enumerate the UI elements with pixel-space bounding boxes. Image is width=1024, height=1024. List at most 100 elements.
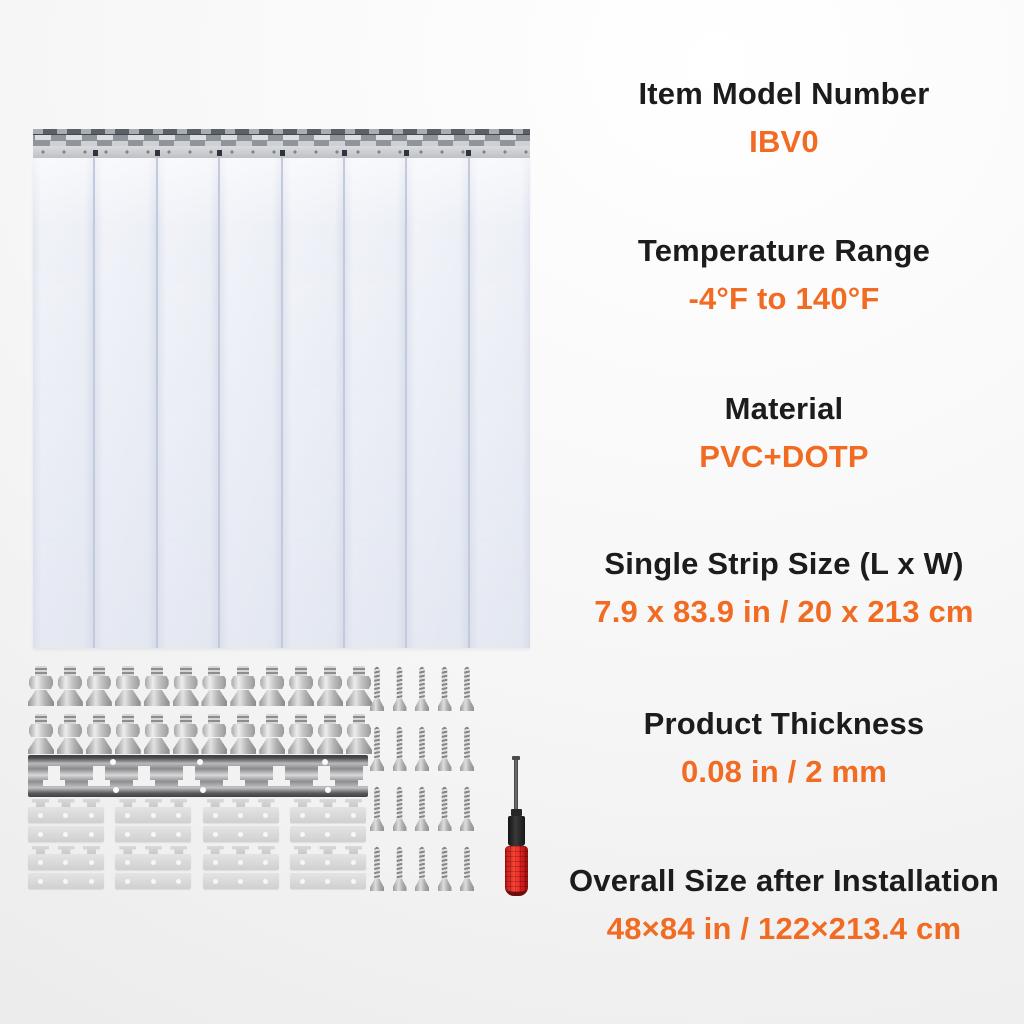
spec-value: PVC+DOTP bbox=[699, 439, 869, 474]
rail-hole bbox=[197, 759, 203, 765]
plate-hole bbox=[176, 812, 182, 818]
bolt-head bbox=[259, 738, 286, 754]
bolt-nut bbox=[173, 724, 198, 737]
bolt bbox=[28, 714, 54, 755]
spec-value: 0.08 in / 2 mm bbox=[680, 754, 888, 789]
plate-tab bbox=[57, 846, 75, 854]
screw bbox=[415, 726, 429, 772]
screw-head bbox=[415, 759, 429, 771]
screw-head bbox=[437, 879, 452, 891]
bolt-head bbox=[56, 690, 83, 706]
bolt-thread bbox=[208, 666, 221, 677]
bolt-nut bbox=[346, 676, 371, 689]
screw-head bbox=[460, 759, 474, 771]
screw bbox=[370, 786, 384, 832]
strip-clip bbox=[280, 150, 285, 156]
mounting-plate-group bbox=[115, 799, 192, 842]
bolt-head bbox=[345, 690, 372, 706]
screw-head bbox=[415, 879, 429, 891]
screw bbox=[370, 726, 384, 772]
bolt-head bbox=[201, 738, 228, 754]
plate-tab bbox=[319, 799, 337, 807]
spec-label: Overall Size after Installation bbox=[568, 863, 999, 898]
plate-row bbox=[28, 799, 366, 842]
mounting-plate bbox=[289, 826, 366, 842]
plate-hole bbox=[325, 831, 331, 837]
bolt-row bbox=[28, 714, 372, 755]
strip-clip bbox=[155, 150, 160, 156]
bolt-nut bbox=[260, 724, 285, 737]
curtain-strip bbox=[95, 158, 156, 648]
plates-grid bbox=[28, 799, 366, 889]
screw-shank bbox=[396, 666, 403, 700]
screw-shank bbox=[374, 666, 380, 700]
bolt bbox=[143, 666, 170, 707]
screw-shank bbox=[441, 786, 448, 820]
bolt-nut bbox=[86, 724, 111, 737]
screw-head bbox=[437, 759, 452, 771]
curtain-strip bbox=[157, 158, 219, 648]
bolt-thread bbox=[324, 714, 337, 725]
mounting-plate bbox=[202, 807, 279, 823]
mounting-plate-group bbox=[202, 799, 279, 842]
plate-hole bbox=[88, 812, 94, 818]
screw-shank bbox=[441, 726, 448, 760]
plate-hole bbox=[263, 831, 269, 837]
plate-hole bbox=[350, 878, 356, 884]
curtain-strip bbox=[33, 158, 94, 648]
screw bbox=[392, 786, 407, 832]
bolt-nut bbox=[318, 724, 343, 737]
plate-tab bbox=[119, 799, 137, 807]
bolt bbox=[172, 714, 199, 755]
bolt-thread bbox=[352, 714, 365, 725]
bolt bbox=[288, 714, 315, 755]
curtain-strip bbox=[344, 158, 406, 648]
bolts-grid bbox=[28, 666, 372, 755]
bolt-nut bbox=[144, 724, 169, 737]
bolt-head bbox=[114, 690, 141, 706]
bolt bbox=[259, 666, 286, 707]
bolt-head bbox=[288, 738, 315, 754]
rail-hole bbox=[110, 759, 116, 765]
bolt-thread bbox=[121, 714, 134, 725]
plate-hole bbox=[300, 812, 306, 818]
screw bbox=[460, 786, 474, 832]
rail-hole bbox=[322, 759, 328, 765]
plate-tab bbox=[83, 799, 100, 807]
screw-head bbox=[370, 699, 384, 711]
bolt-head bbox=[288, 690, 315, 706]
bolt bbox=[143, 714, 170, 755]
bolt-head bbox=[317, 738, 344, 754]
rail-hole bbox=[200, 787, 206, 793]
bolt-head bbox=[85, 738, 112, 754]
screw-shank bbox=[396, 726, 403, 760]
strip-clip bbox=[217, 150, 222, 156]
screws-grid bbox=[370, 666, 474, 892]
screw bbox=[437, 726, 452, 772]
rail-slot bbox=[43, 766, 65, 786]
screw-head bbox=[392, 879, 407, 891]
plate-tab bbox=[293, 799, 311, 807]
mounting-plate-group bbox=[28, 846, 104, 889]
screw-head bbox=[460, 819, 474, 831]
screw-head bbox=[415, 819, 429, 831]
screw-head bbox=[415, 699, 429, 711]
mounting-rail bbox=[28, 755, 368, 797]
bolt-head bbox=[201, 690, 228, 706]
screwdriver-handle bbox=[504, 846, 528, 896]
spec-value: -4°F to 140°F bbox=[688, 281, 880, 316]
screwdriver-neck bbox=[510, 809, 522, 816]
plate-hole bbox=[212, 878, 218, 884]
bolt-head bbox=[172, 738, 199, 754]
specs-panel: Item Model Number IBV0 Temperature Range… bbox=[545, 0, 1023, 1024]
plate-tabs bbox=[203, 799, 279, 807]
bolt-row bbox=[28, 666, 372, 707]
screw bbox=[460, 846, 474, 892]
plate-hole bbox=[88, 859, 94, 865]
plate-tab bbox=[144, 799, 162, 807]
screw bbox=[460, 666, 474, 712]
mounting-plate-group bbox=[289, 799, 366, 842]
plate-tab bbox=[257, 799, 275, 807]
plate-tab bbox=[344, 846, 362, 854]
